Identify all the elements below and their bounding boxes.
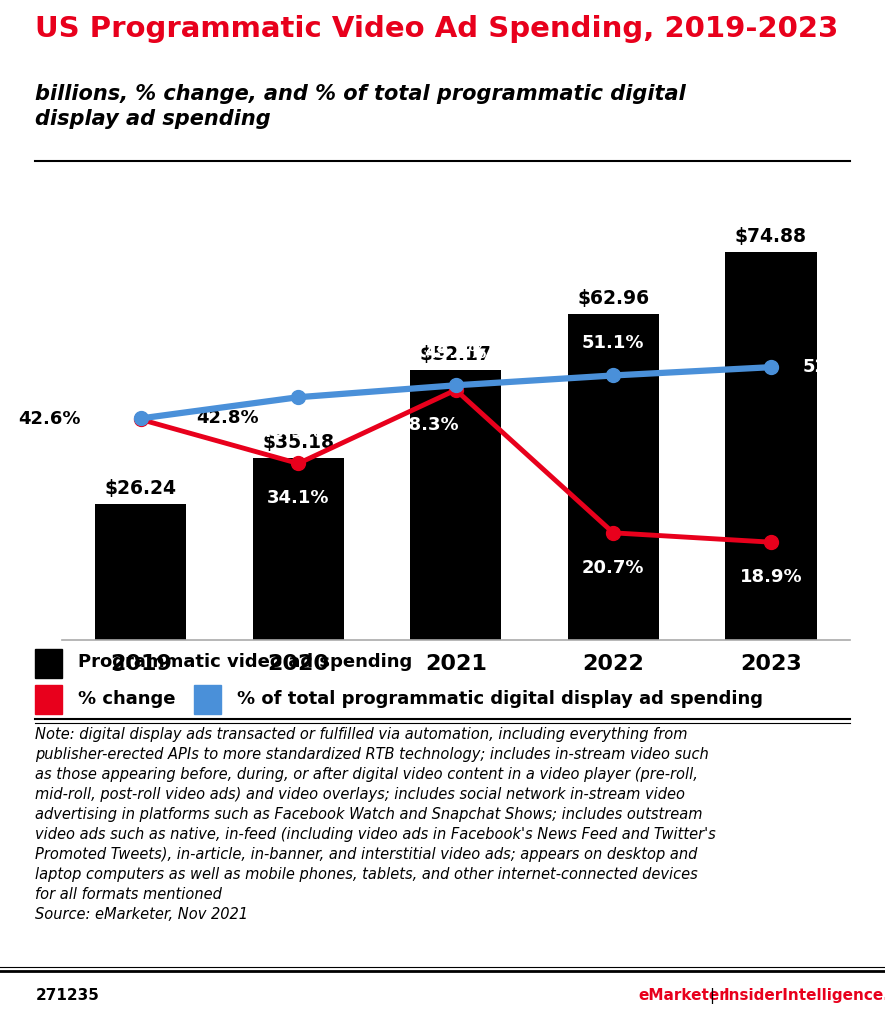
Text: $26.24: $26.24 [104,479,177,498]
Text: Note: digital display ads transacted or fulfilled via automation, including ever: Note: digital display ads transacted or … [35,727,716,923]
Text: 42.6%: 42.6% [19,411,81,428]
Text: 34.1%: 34.1% [267,489,329,507]
Bar [567,314,659,640]
Text: 18.9%: 18.9% [740,568,802,586]
Bar [35,648,62,678]
Bar [410,370,502,640]
Bar [194,685,221,714]
Text: 52.7%: 52.7% [803,358,865,376]
Text: 48.3%: 48.3% [396,416,458,434]
Text: billions, % change, and % of total programmatic digital
display ad spending: billions, % change, and % of total progr… [35,84,686,129]
Text: InsiderIntelligence.com: InsiderIntelligence.com [723,988,885,1004]
Text: $62.96: $62.96 [577,289,650,308]
Text: $52.17: $52.17 [419,345,492,364]
Text: % of total programmatic digital display ad spending: % of total programmatic digital display … [236,690,763,709]
Bar [725,252,817,640]
Text: |: | [710,988,715,1004]
Text: 49.2%: 49.2% [425,344,487,362]
Text: 51.1%: 51.1% [582,334,644,352]
Text: US Programmatic Video Ad Spending, 2019-2023: US Programmatic Video Ad Spending, 2019-… [35,15,839,43]
Text: % change: % change [78,690,175,709]
Text: 271235: 271235 [35,988,99,1004]
Text: $35.18: $35.18 [262,433,335,452]
Text: Programmatic video ad spending: Programmatic video ad spending [78,653,412,672]
Text: 42.8%: 42.8% [196,410,258,427]
Text: eMarketer: eMarketer [638,988,727,1004]
Text: $74.88: $74.88 [735,227,807,246]
Bar [252,458,344,640]
Text: 20.7%: 20.7% [582,559,644,577]
Bar [35,685,62,714]
Text: 46.9%: 46.9% [259,423,321,441]
Bar [95,504,187,640]
